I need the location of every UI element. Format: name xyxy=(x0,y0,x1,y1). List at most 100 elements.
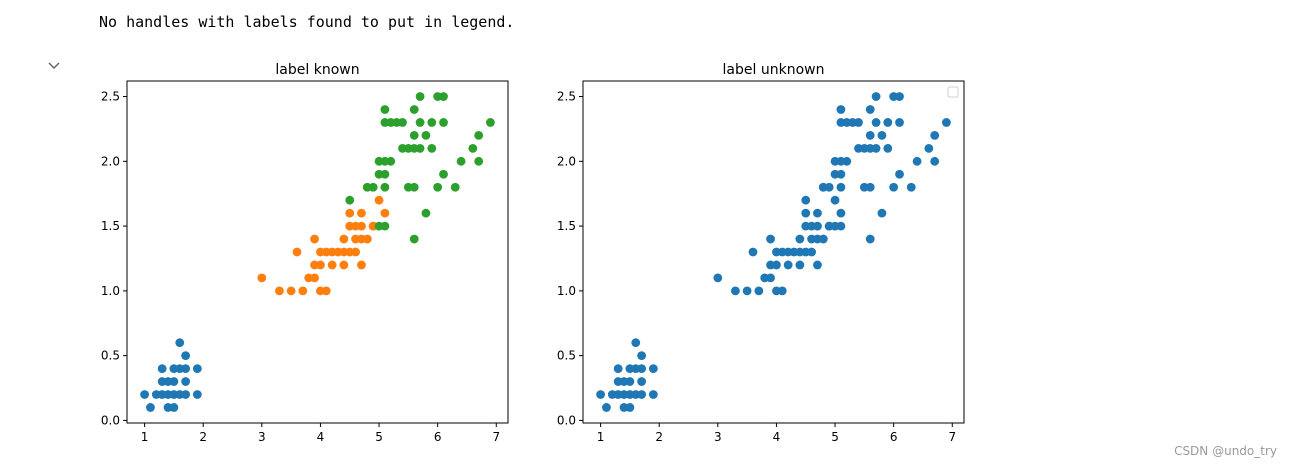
data-point-series-3 xyxy=(409,234,419,244)
data-point-series-1 xyxy=(795,260,805,270)
data-point-series-1 xyxy=(637,390,647,399)
x-tick-label: 7 xyxy=(492,430,500,444)
x-tick-label: 5 xyxy=(831,430,839,444)
data-point-series-1 xyxy=(772,260,781,270)
chart-1: label known 1 2 3 4 5 6 7 0.0 0.5 1.0 1.5 2.0 2.5 xyxy=(101,62,509,444)
data-point-series-3 xyxy=(439,118,448,127)
data-point-series-1 xyxy=(713,273,723,283)
data-point-series-1 xyxy=(181,351,191,361)
data-point-series-1 xyxy=(871,143,881,153)
data-point-series-1 xyxy=(766,234,775,244)
data-point-series-1 xyxy=(824,182,834,192)
x-tick-label: 4 xyxy=(317,430,325,444)
data-point-series-1 xyxy=(766,273,775,283)
data-point-series-1 xyxy=(625,403,635,412)
data-point-series-3 xyxy=(380,105,390,114)
data-point-series-1 xyxy=(818,234,828,244)
data-point-series-1 xyxy=(895,169,904,179)
y-tick-label: 0.0 xyxy=(557,413,576,427)
data-point-series-2 xyxy=(310,273,319,283)
data-point-series-3 xyxy=(380,221,390,231)
data-point-series-1 xyxy=(625,377,635,386)
data-point-series-3 xyxy=(380,182,390,192)
data-point-series-2 xyxy=(357,221,366,231)
chart-title: label unknown xyxy=(723,62,825,78)
data-point-series-1 xyxy=(754,286,764,296)
data-point-series-1 xyxy=(830,195,840,205)
data-point-series-1 xyxy=(895,92,904,101)
data-point-series-3 xyxy=(433,182,443,192)
data-point-series-2 xyxy=(321,286,331,296)
data-point-series-1 xyxy=(889,182,899,192)
data-point-series-1 xyxy=(836,169,846,179)
data-point-series-1 xyxy=(783,260,793,270)
data-point-series-1 xyxy=(648,364,658,373)
data-point-series-1 xyxy=(169,377,179,386)
data-point-series-3 xyxy=(474,156,484,166)
data-point-series-1 xyxy=(895,118,904,127)
data-point-series-1 xyxy=(836,182,846,192)
data-point-series-1 xyxy=(813,208,822,218)
data-point-series-2 xyxy=(275,286,284,296)
watermark: CSDN @undo_try xyxy=(1174,444,1277,458)
data-point-series-1 xyxy=(748,247,758,257)
y-tick-label: 1.0 xyxy=(101,284,120,298)
data-point-series-2 xyxy=(257,273,267,283)
y-tick-label: 2.0 xyxy=(101,154,120,168)
data-point-series-1 xyxy=(883,118,893,127)
data-point-series-2 xyxy=(357,208,366,218)
x-tick-label: 2 xyxy=(655,430,663,444)
y-tick-label: 1.0 xyxy=(557,284,576,298)
data-point-series-2 xyxy=(298,286,308,296)
plot-frame xyxy=(126,80,509,424)
x-tick-label: 1 xyxy=(141,430,149,444)
data-point-series-1 xyxy=(813,221,822,231)
data-point-series-3 xyxy=(421,208,431,218)
data-point-series-1 xyxy=(795,234,805,244)
data-point-series-1 xyxy=(637,377,647,386)
data-point-series-3 xyxy=(380,169,390,179)
y-tick-label: 0.5 xyxy=(557,349,576,363)
data-point-series-2 xyxy=(327,260,337,270)
data-point-series-3 xyxy=(415,118,425,127)
data-point-series-2 xyxy=(292,247,302,257)
data-point-series-2 xyxy=(316,260,325,270)
data-point-series-2 xyxy=(339,260,349,270)
data-point-series-1 xyxy=(146,403,155,412)
x-tick-label: 3 xyxy=(714,430,722,444)
data-point-series-1 xyxy=(813,260,822,270)
data-point-series-1 xyxy=(877,208,887,218)
data-point-series-1 xyxy=(801,208,811,218)
data-point-series-1 xyxy=(169,403,179,412)
data-point-series-1 xyxy=(192,364,202,373)
data-point-series-3 xyxy=(474,131,484,140)
data-point-series-1 xyxy=(631,338,641,348)
data-point-series-3 xyxy=(345,195,355,205)
x-tick-label: 6 xyxy=(890,430,898,444)
cell-output-text: No handles with labels found to put in l… xyxy=(99,13,515,31)
data-point-series-2 xyxy=(380,208,390,218)
data-point-series-1 xyxy=(942,118,951,127)
data-point-series-3 xyxy=(386,156,396,166)
chart-title: label known xyxy=(275,62,359,78)
data-point-series-1 xyxy=(865,105,875,114)
data-point-series-3 xyxy=(450,182,460,192)
data-point-series-3 xyxy=(439,169,448,179)
data-point-series-3 xyxy=(415,143,425,153)
data-point-series-3 xyxy=(427,143,437,153)
data-point-series-3 xyxy=(456,156,466,166)
data-point-series-2 xyxy=(362,234,372,244)
data-point-series-1 xyxy=(836,221,846,231)
data-point-series-3 xyxy=(468,143,478,153)
y-tick-label: 2.5 xyxy=(101,90,120,104)
data-point-series-1 xyxy=(742,286,752,296)
chevron-down-icon[interactable] xyxy=(46,58,62,74)
data-point-series-1 xyxy=(596,390,605,399)
x-tick-label: 3 xyxy=(258,430,266,444)
data-point-series-1 xyxy=(175,338,185,348)
data-point-series-1 xyxy=(801,195,811,205)
y-tick-label: 2.5 xyxy=(557,90,576,104)
data-point-series-2 xyxy=(286,286,296,296)
data-point-series-3 xyxy=(427,118,437,127)
